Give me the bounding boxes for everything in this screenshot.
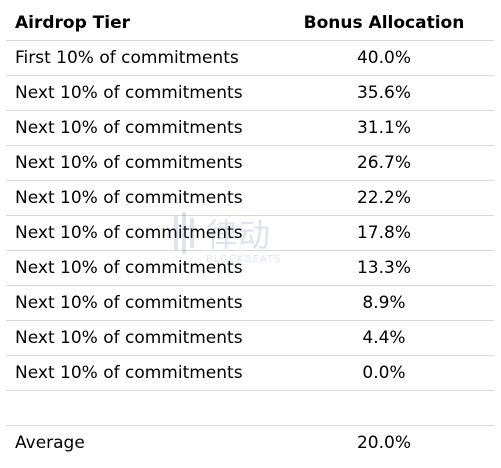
row-tier: Next 10% of commitments bbox=[15, 82, 243, 103]
average-label: Average bbox=[15, 433, 85, 453]
table-row: Next 10% of commitments 13.3% bbox=[6, 251, 494, 286]
airdrop-table: Airdrop Tier Bonus Allocation First 10% … bbox=[6, 6, 494, 461]
row-tier: First 10% of commitments bbox=[15, 47, 239, 68]
row-bonus: 35.6% bbox=[356, 82, 411, 103]
row-bonus: 8.9% bbox=[362, 292, 406, 313]
row-bonus: 40.0% bbox=[356, 47, 411, 68]
table-row: Next 10% of commitments 0.0% bbox=[6, 356, 494, 391]
row-tier: Next 10% of commitments bbox=[15, 222, 243, 243]
row-bonus: 13.3% bbox=[356, 257, 411, 278]
table-row: Next 10% of commitments 8.9% bbox=[6, 286, 494, 321]
blank-row bbox=[6, 391, 494, 426]
row-tier: Next 10% of commitments bbox=[15, 117, 243, 138]
average-value: 20.0% bbox=[356, 433, 411, 453]
row-bonus: 4.4% bbox=[362, 327, 406, 348]
row-tier: Next 10% of commitments bbox=[15, 187, 243, 208]
table-row: Next 10% of commitments 31.1% bbox=[6, 111, 494, 146]
row-bonus: 0.0% bbox=[362, 362, 406, 383]
row-bonus: 22.2% bbox=[356, 187, 411, 208]
average-row: Average 20.0% bbox=[6, 426, 494, 461]
table-row: Next 10% of commitments 35.6% bbox=[6, 76, 494, 111]
table-row: Next 10% of commitments 22.2% bbox=[6, 181, 494, 216]
header-tier: Airdrop Tier bbox=[15, 12, 131, 33]
row-tier: Next 10% of commitments bbox=[15, 327, 243, 348]
table-row: Next 10% of commitments 17.8% bbox=[6, 216, 494, 251]
row-bonus: 26.7% bbox=[356, 152, 411, 173]
header-bonus: Bonus Allocation bbox=[303, 12, 465, 33]
row-bonus: 17.8% bbox=[356, 222, 411, 243]
table-row: First 10% of commitments 40.0% bbox=[6, 41, 494, 76]
row-tier: Next 10% of commitments bbox=[15, 152, 243, 173]
table-header: Airdrop Tier Bonus Allocation bbox=[6, 6, 494, 41]
table-row: Next 10% of commitments 4.4% bbox=[6, 321, 494, 356]
table-row: Next 10% of commitments 26.7% bbox=[6, 146, 494, 181]
row-tier: Next 10% of commitments bbox=[15, 257, 243, 278]
row-bonus: 31.1% bbox=[356, 117, 411, 138]
row-tier: Next 10% of commitments bbox=[15, 292, 243, 313]
row-tier: Next 10% of commitments bbox=[15, 362, 243, 383]
